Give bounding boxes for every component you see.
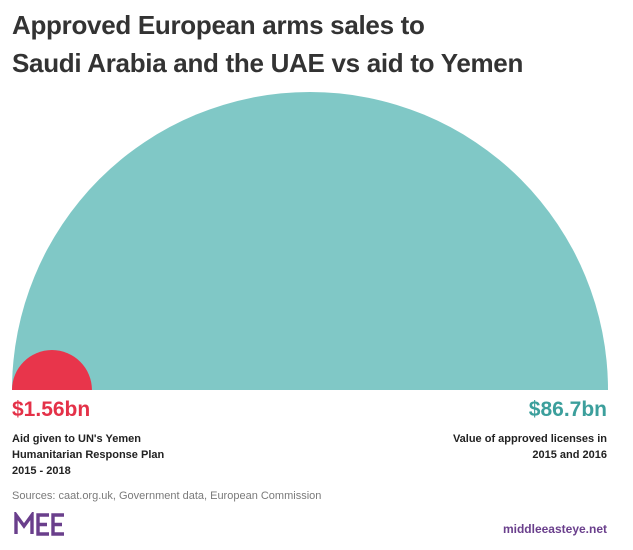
aid-semicircle [12, 350, 92, 390]
arms-description: Value of approved licenses in 2015 and 2… [453, 431, 607, 463]
aid-description: Aid given to UN's Yemen Humanitarian Res… [12, 431, 164, 479]
aid-description-line-1: Aid given to UN's Yemen [12, 433, 141, 445]
chart-title-line-2: Saudi Arabia and the UAE vs aid to Yemen [12, 48, 524, 78]
sources-note: Sources: caat.org.uk, Government data, E… [12, 490, 322, 502]
chart-title: Approved European arms sales to Saudi Ar… [12, 6, 622, 82]
arms-semicircle [12, 92, 608, 390]
mee-logo-e1 [36, 513, 49, 536]
aid-description-line-3: 2015 - 2018 [12, 465, 71, 477]
aid-description-line-2: Humanitarian Response Plan [12, 449, 165, 461]
arms-value-label: $86.7bn [528, 398, 607, 421]
mee-logo [14, 512, 64, 536]
arms-description-line-2: 2015 and 2016 [532, 449, 607, 461]
arms-description-line-1: Value of approved licenses in [452, 433, 607, 445]
chart-title-line-1: Approved European arms sales to [12, 10, 425, 40]
mee-logo-e2 [51, 513, 64, 536]
aid-value-label: $1.56bn [12, 398, 91, 421]
mee-logo-m [14, 512, 34, 534]
site-url[interactable]: middleeasteye.net [502, 522, 607, 536]
